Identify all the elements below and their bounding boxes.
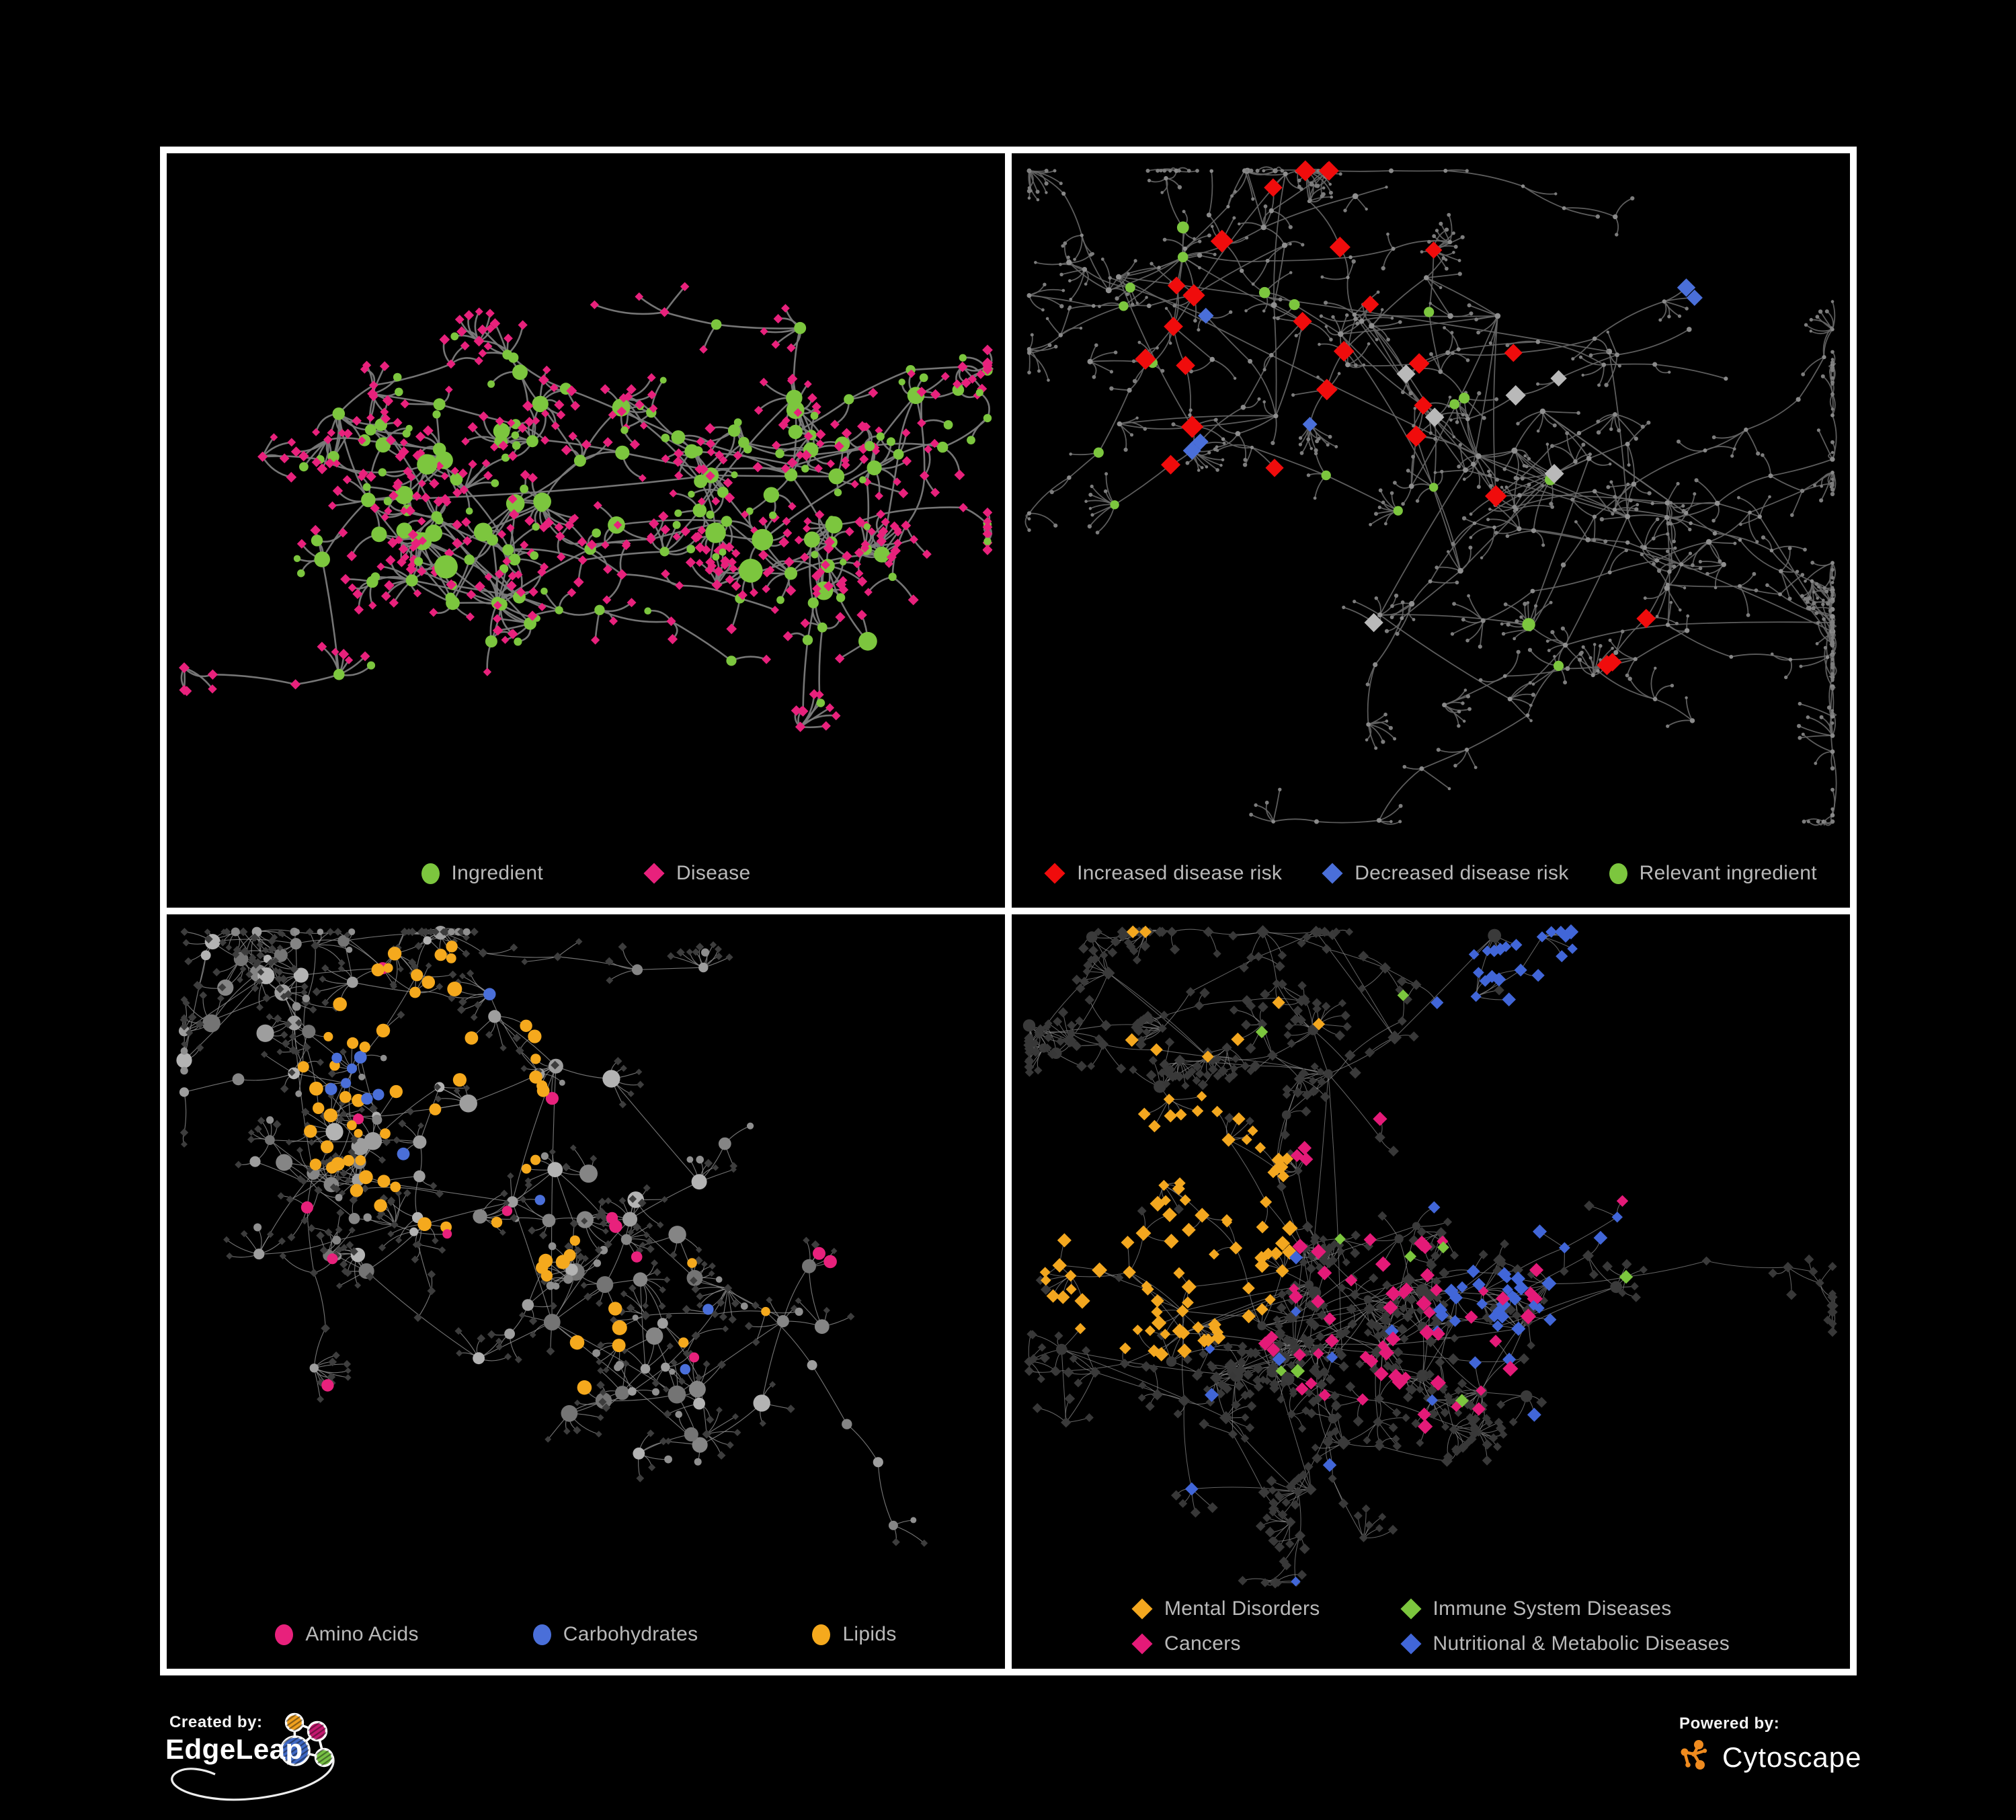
edgeleap-credit: Created by: EdgeLeap — [161, 1708, 370, 1815]
circle-marker-icon — [421, 863, 440, 884]
circle-marker-icon — [275, 1624, 294, 1645]
legend-label: Decreased disease risk — [1355, 862, 1569, 884]
disease-categories-legend: Mental Disorders Immune System Diseases Ca… — [1012, 1597, 1850, 1655]
legend-label: Ingredient — [451, 862, 543, 884]
legend-item: Immune System Diseases — [1400, 1597, 1730, 1620]
legend-item: Decreased disease risk — [1322, 862, 1568, 885]
disease-risk-legend: Increased disease risk Decreased disease … — [1012, 862, 1850, 885]
created-by-label: Created by: — [169, 1713, 263, 1731]
legend-item: Ingredient — [421, 862, 543, 885]
ingredient-disease-legend: Ingredient Disease — [167, 862, 1005, 885]
diamond-marker-icon — [1400, 1633, 1422, 1655]
diamond-marker-icon — [1131, 1598, 1153, 1620]
legend-label: Disease — [676, 862, 751, 884]
diamond-marker-icon — [1400, 1598, 1422, 1620]
legend-item: Increased disease risk — [1044, 862, 1283, 885]
legend-item: Disease — [643, 862, 751, 885]
legend-label: Lipids — [842, 1623, 897, 1645]
ingredient-disease-network-canvas — [179, 282, 994, 732]
panel-disease-risk: Increased disease risk Decreased disease … — [1012, 153, 1850, 908]
diamond-marker-icon — [1044, 863, 1065, 884]
legend-item: Carbohydrates — [532, 1623, 698, 1646]
panel-grid: Ingredient Disease Increased disease risk… — [160, 147, 1857, 1675]
cytoscape-credit: Powered by: Cytosc — [1679, 1714, 1867, 1802]
legend-item: Cancers — [1131, 1632, 1320, 1655]
edgeleap-logo-icon — [171, 1712, 335, 1801]
legend-label: Relevant ingredient — [1639, 862, 1817, 884]
circle-marker-icon — [1609, 863, 1627, 884]
disease-risk-network-canvas — [1024, 160, 1837, 826]
cytoscape-icon — [1681, 1740, 1707, 1770]
diamond-marker-icon — [643, 863, 665, 884]
panel-macronutrient-classes: Amino Acids Carbohydrates Lipids — [167, 914, 1005, 1669]
diamond-marker-icon — [1131, 1633, 1153, 1655]
legend-label: Cancers — [1164, 1632, 1241, 1655]
powered-by-label: Powered by: — [1679, 1714, 1780, 1733]
legend-label: Carbohydrates — [563, 1623, 698, 1645]
legend-item: Mental Disorders — [1131, 1597, 1320, 1620]
disease-categories-network-canvas — [1022, 924, 1839, 1589]
legend-item: Relevant ingredient — [1609, 862, 1817, 885]
panel-disease-categories: Mental Disorders Immune System Diseases Ca… — [1012, 914, 1850, 1669]
legend-label: Amino Acids — [305, 1623, 419, 1645]
legend-item: Lipids — [812, 1623, 896, 1646]
legend-item: Amino Acids — [275, 1623, 418, 1646]
panel-ingredient-disease: Ingredient Disease — [167, 153, 1005, 908]
circle-marker-icon — [532, 1624, 551, 1645]
macronutrient-network-canvas — [176, 926, 928, 1547]
diamond-marker-icon — [1322, 863, 1343, 884]
edgeleap-swoosh — [171, 1755, 335, 1801]
macronutrient-legend: Amino Acids Carbohydrates Lipids — [167, 1623, 1005, 1646]
legend-label: Nutritional & Metabolic Diseases — [1433, 1632, 1730, 1655]
circle-marker-icon — [812, 1624, 831, 1645]
legend-label: Immune System Diseases — [1433, 1597, 1672, 1620]
legend-item: Nutritional & Metabolic Diseases — [1400, 1632, 1730, 1655]
edgeleap-brand: EdgeLeap — [165, 1733, 303, 1765]
cytoscape-brand: Cytoscape — [1722, 1741, 1862, 1773]
legend-label: Increased disease risk — [1077, 862, 1283, 884]
legend-label: Mental Disorders — [1164, 1597, 1320, 1620]
